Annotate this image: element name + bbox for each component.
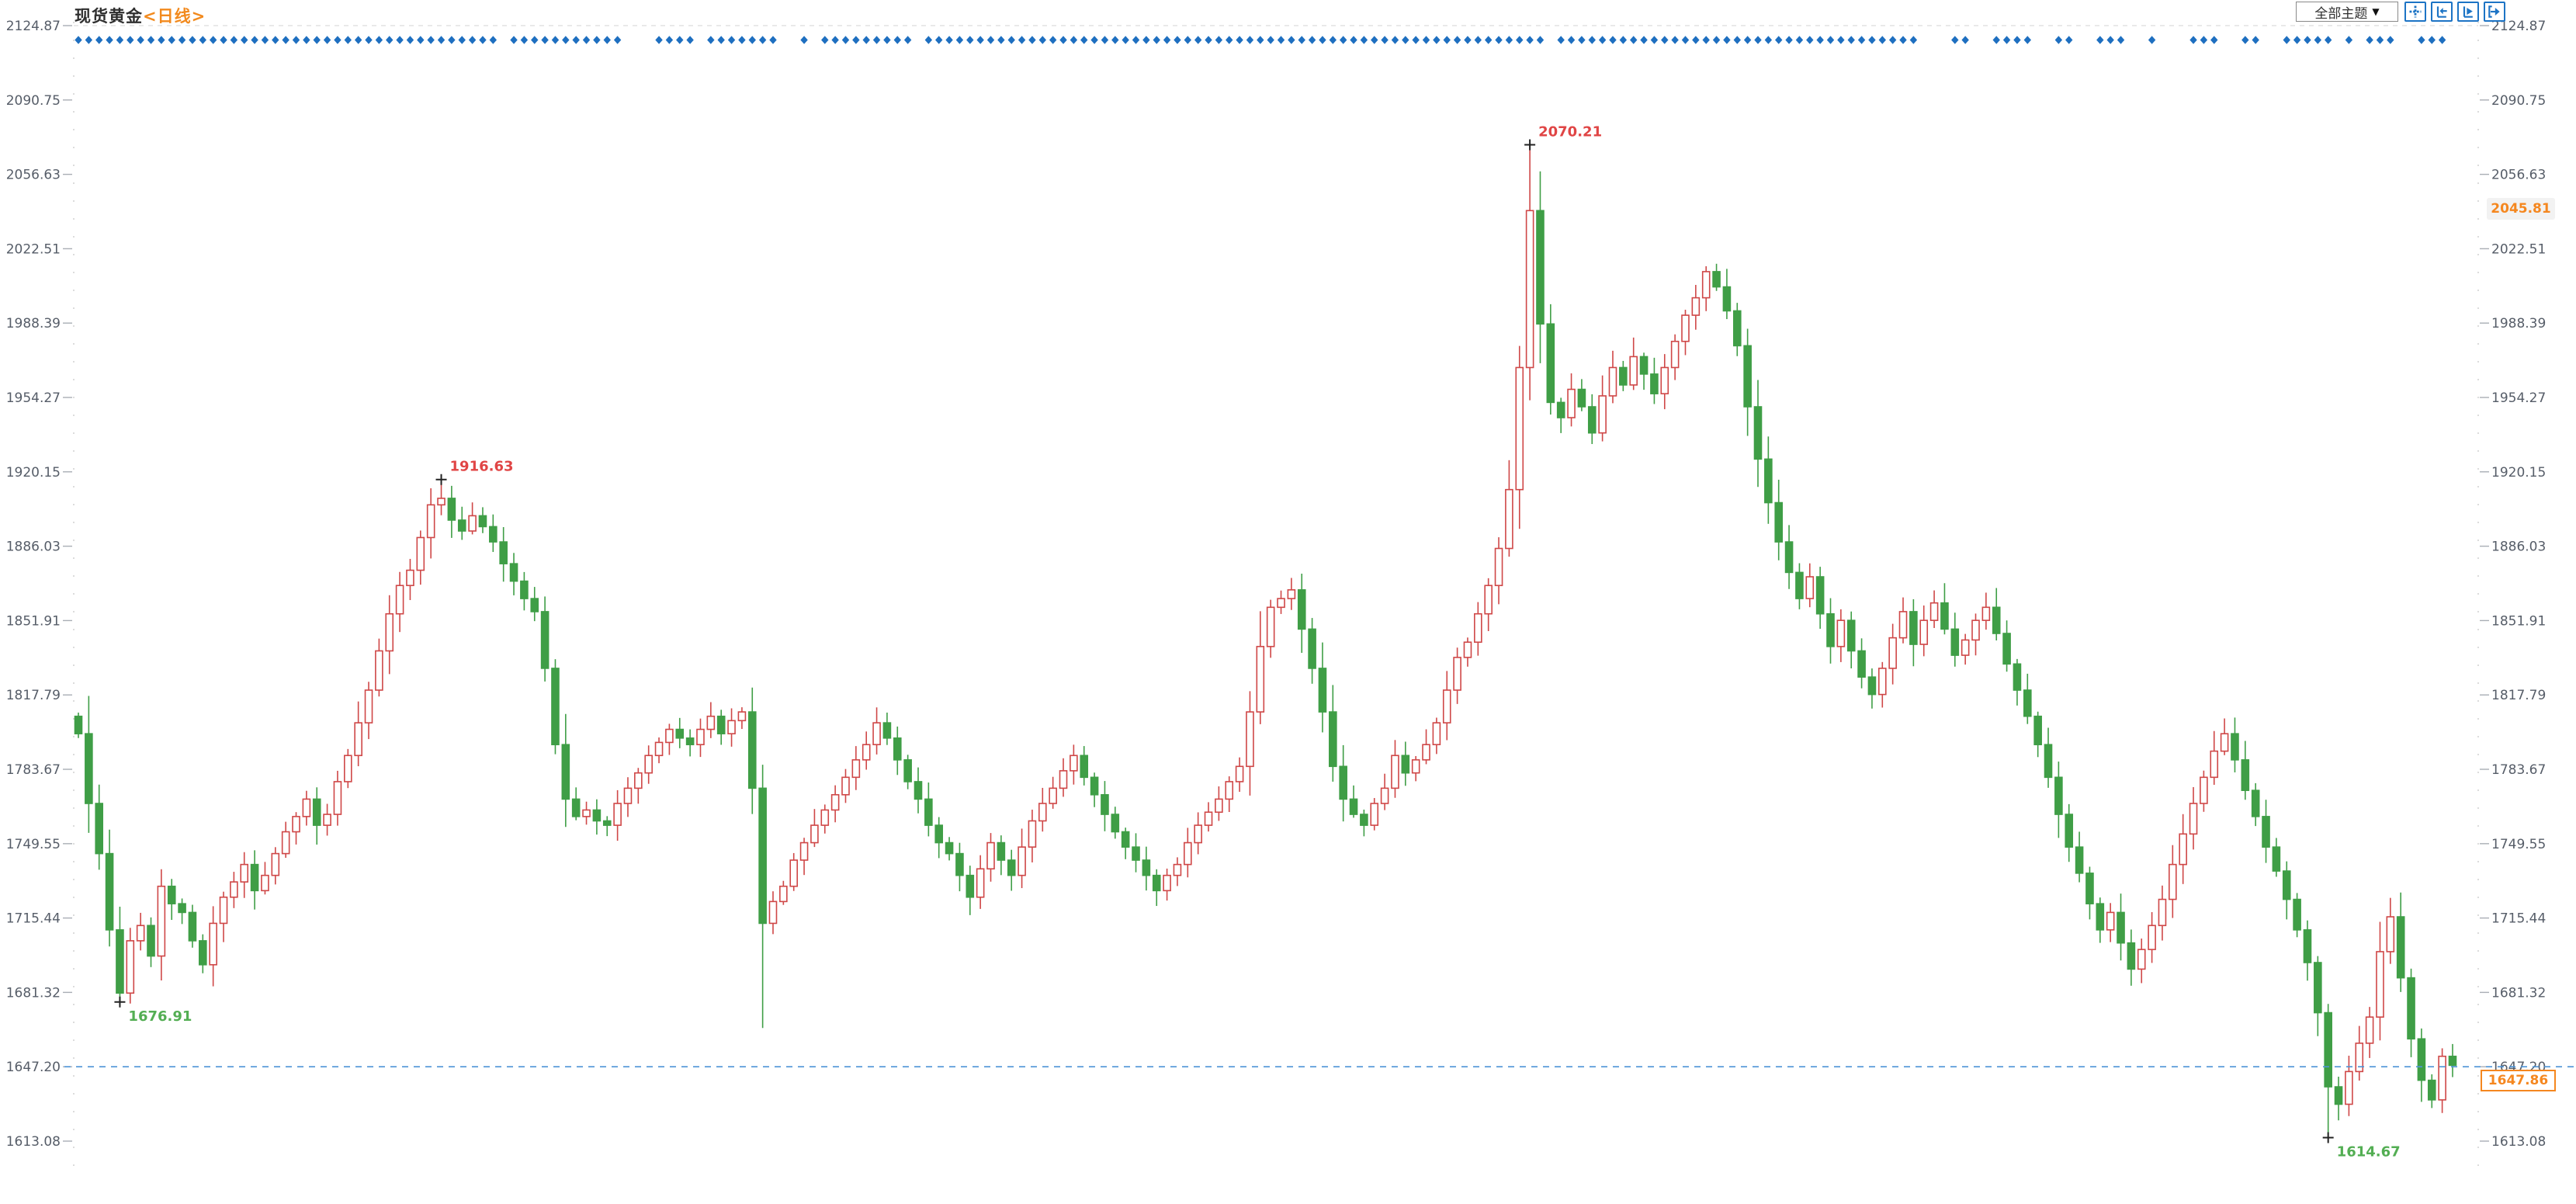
axis-tick-label: 1817.79 — [2491, 688, 2546, 703]
play-forward-icon — [2463, 6, 2473, 18]
grid-layer — [73, 22, 2479, 1176]
interval-label: <日线> — [143, 7, 206, 26]
axis-tick-label: 2022.51 — [6, 241, 61, 257]
low-annotation: 1676.91 — [128, 1008, 192, 1025]
axis-tick-label: 1613.08 — [2491, 1134, 2546, 1150]
axis-tick-label: 1715.44 — [6, 911, 61, 927]
indicator-value-label: 2045.81 — [2487, 198, 2555, 220]
axis-tick-label: 1647.20 — [6, 1060, 61, 1075]
axis-tick-label: 1749.55 — [6, 837, 61, 852]
last-price-label: 1647.86 — [2481, 1070, 2556, 1091]
axis-tick-label: 2090.75 — [2491, 93, 2546, 109]
axis-tick-label: 1851.91 — [2491, 613, 2546, 629]
toolbar-buttons — [2404, 2, 2505, 22]
axis-tick-label: 1920.15 — [6, 465, 61, 481]
axis-tick-label: 1920.15 — [2491, 465, 2546, 481]
event-dots-layer[interactable] — [75, 36, 2446, 44]
axis-tick-label: 1749.55 — [2491, 837, 2546, 852]
scroll-to-start-icon — [2436, 6, 2447, 18]
chevron-down-icon: ▼ — [2372, 6, 2380, 17]
theme-dropdown-label: 全部主题 — [2314, 5, 2368, 22]
axis-tick-label: 1886.03 — [6, 540, 61, 555]
annotations-layer: 2070.21 1916.63 1676.91 1614.67 — [114, 123, 2401, 1161]
high-annotation: 1916.63 — [450, 459, 514, 475]
axis-tick-label: 1988.39 — [2491, 316, 2546, 331]
axis-tick-label: 1613.08 — [6, 1134, 61, 1150]
axis-tick-label: 1817.79 — [6, 688, 61, 703]
axis-tick-label: 2090.75 — [6, 93, 61, 109]
axis-tick-label: 1715.44 — [2491, 911, 2546, 927]
axis-tick-label: 1954.27 — [6, 390, 61, 406]
scroll-to-start-button[interactable] — [2431, 2, 2453, 22]
pan-crosshair-button[interactable] — [2404, 2, 2426, 22]
axis-tick-label: 1886.03 — [2491, 540, 2546, 555]
axis-tick-label: 2056.63 — [2491, 168, 2546, 183]
axis-tick-label: 1681.32 — [2491, 985, 2546, 1001]
symbol-name: 现货黄金 — [75, 7, 143, 26]
pan-crosshair-icon — [2409, 5, 2422, 18]
axis-tick-label: 1988.39 — [6, 316, 61, 331]
play-forward-button[interactable] — [2457, 2, 2479, 22]
axis-tick-label: 2124.87 — [2491, 19, 2546, 34]
axis-tick-label: 2056.63 — [6, 168, 61, 183]
axis-tick-label: 2022.51 — [2491, 241, 2546, 257]
jump-to-latest-button[interactable] — [2484, 2, 2505, 22]
high-annotation: 2070.21 — [1538, 123, 1602, 140]
axis-tick-label: 2124.87 — [6, 19, 61, 34]
toolbar: 全部主题 ▼ — [2296, 2, 2505, 23]
page-title: 现货黄金<日线> — [75, 4, 206, 27]
theme-dropdown[interactable]: 全部主题 ▼ — [2296, 2, 2398, 22]
candles-layer — [74, 144, 2457, 1138]
axis-tick-label: 1783.67 — [2491, 762, 2546, 778]
price-axis-left[interactable]: 2124.87 2090.75 2056.63 2022.51 1988.39 1954.… — [6, 19, 72, 1150]
price-axis-right[interactable]: 2124.87 2090.75 2056.63 2022.51 1988.39 1954.… — [2480, 19, 2546, 1150]
axis-tick-label: 1681.32 — [6, 985, 61, 1001]
axis-tick-label: 1851.91 — [6, 613, 61, 629]
jump-to-latest-icon — [2488, 5, 2500, 18]
axis-tick-label: 1783.67 — [6, 762, 61, 778]
axis-tick-label: 1954.27 — [2491, 390, 2546, 406]
low-annotation: 1614.67 — [2337, 1144, 2401, 1161]
